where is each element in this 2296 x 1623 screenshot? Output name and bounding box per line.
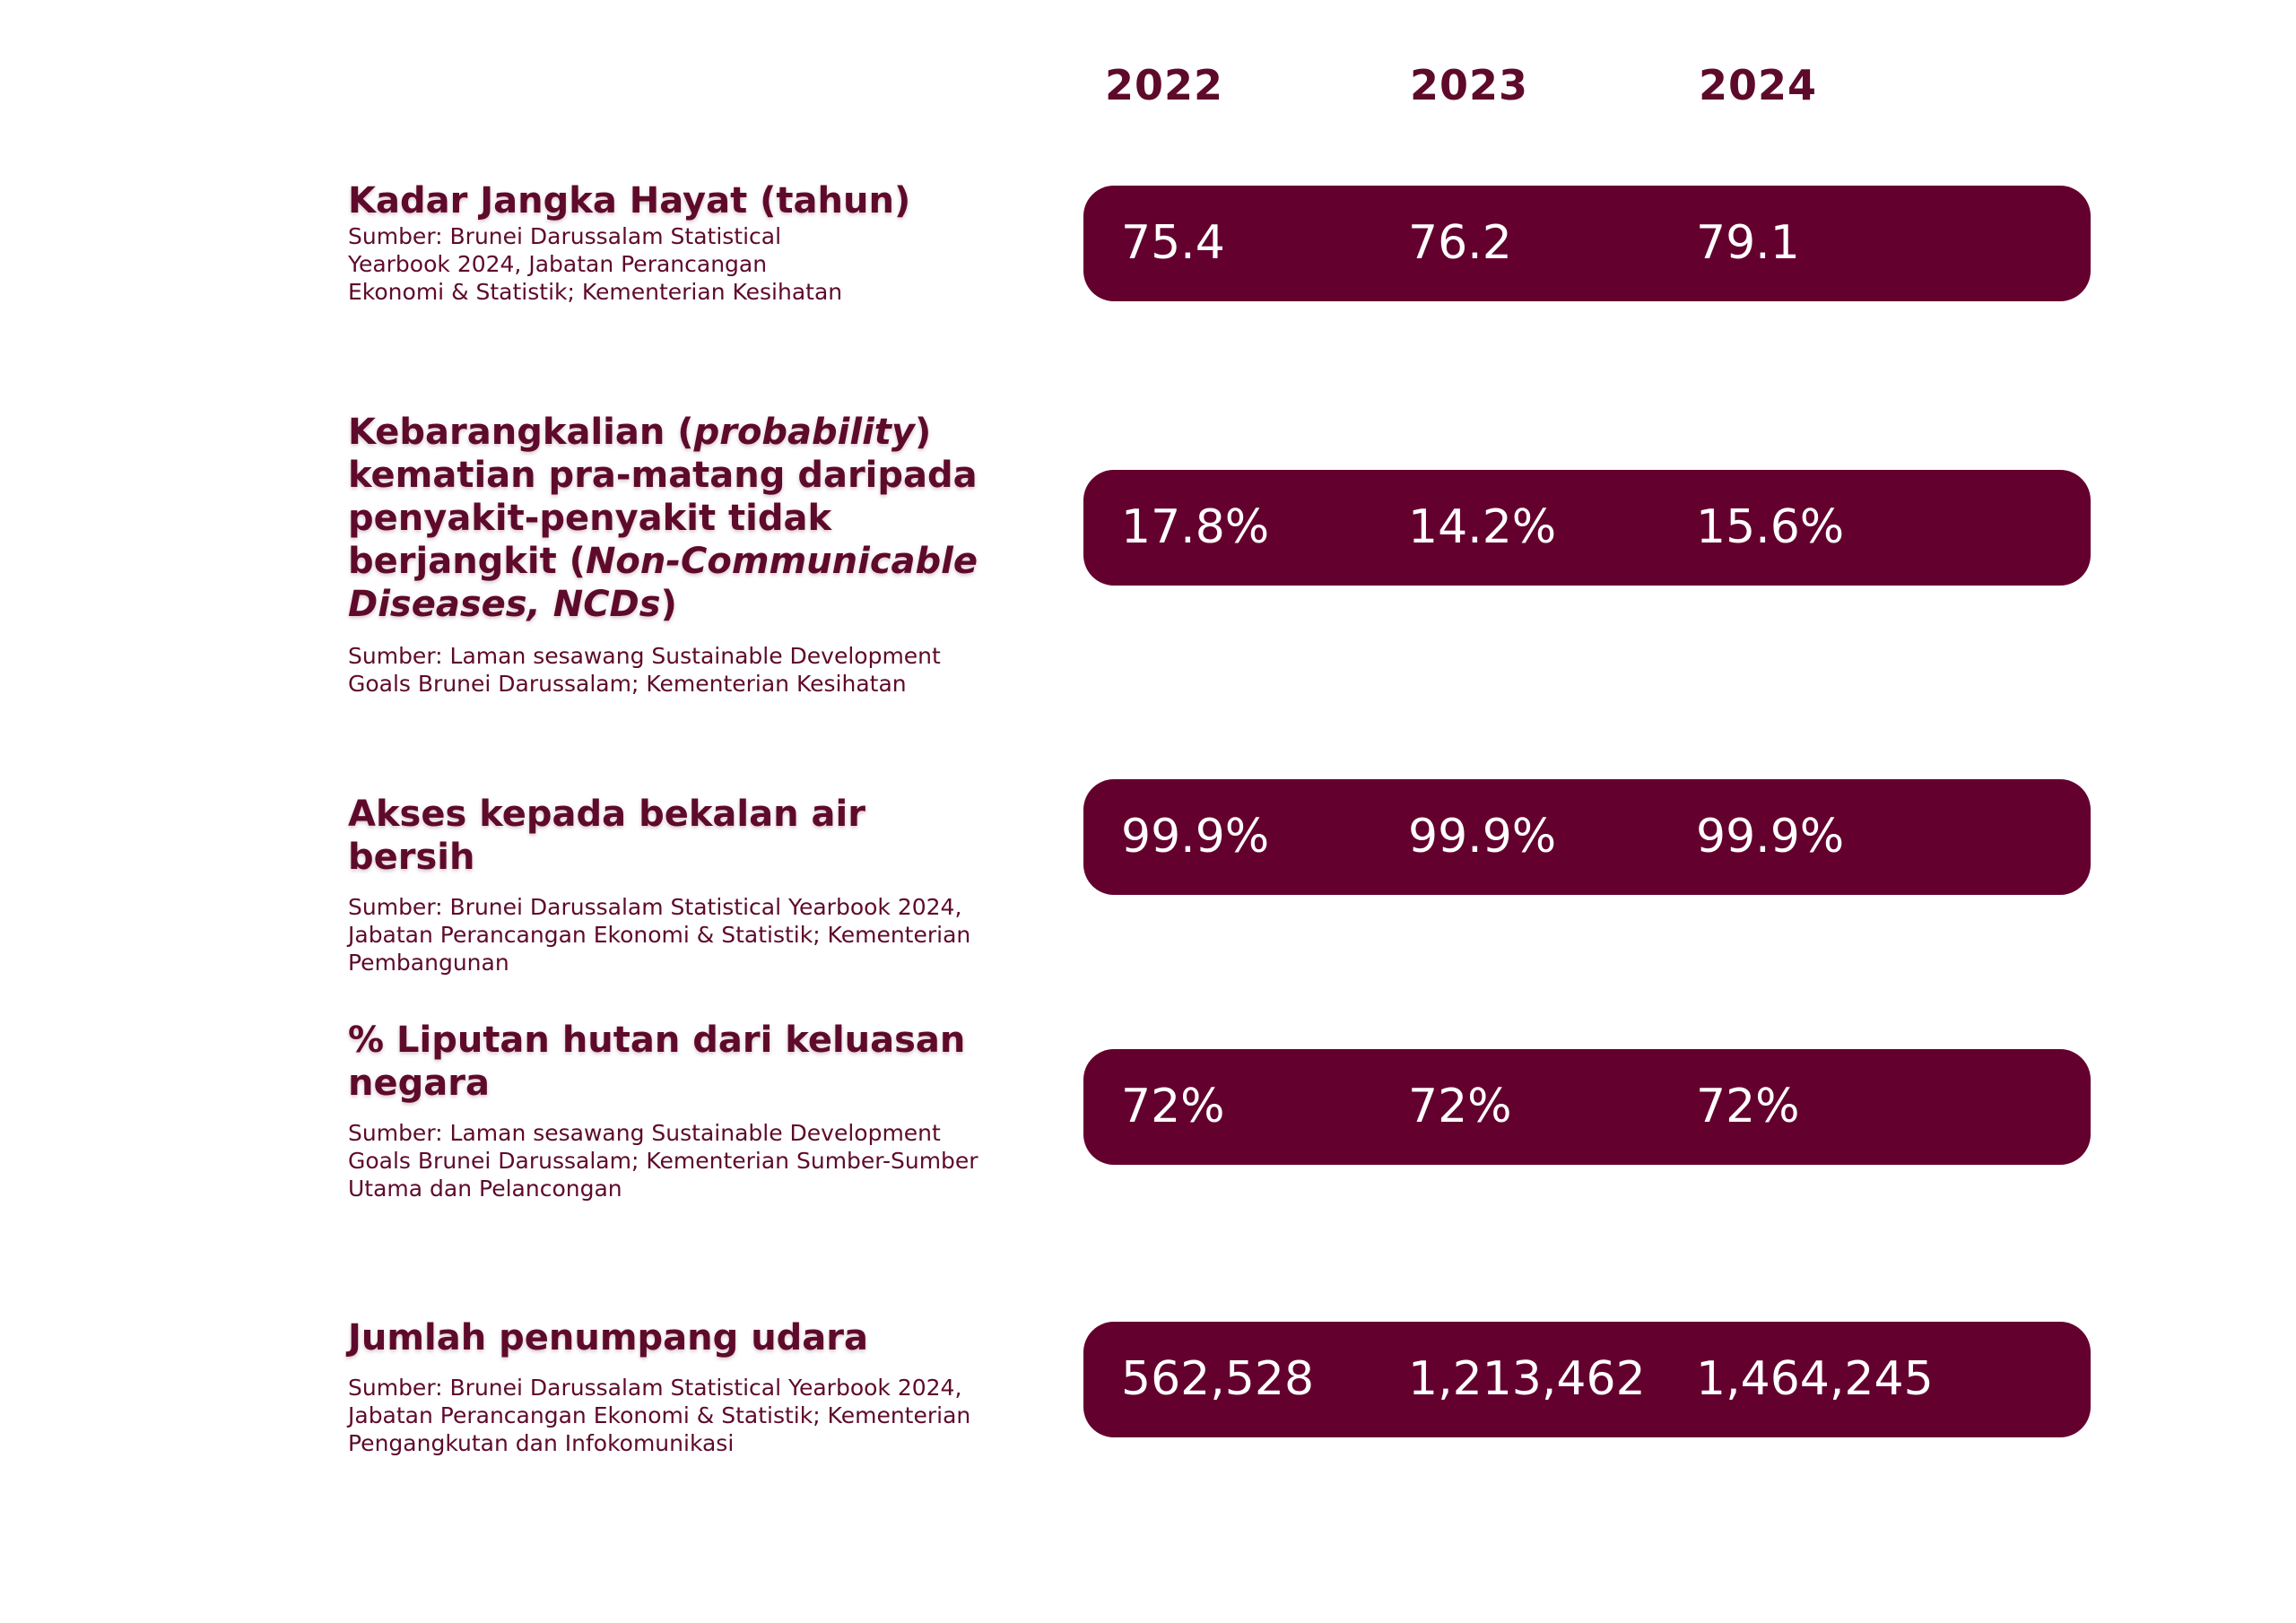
indicator-label: Kebarangkalian (probability) kematian pr…	[348, 411, 994, 698]
indicator-title: Akses kepada bekalan air bersih	[348, 794, 865, 878]
title-part: )	[660, 584, 677, 625]
value-bar: 75.4 76.2 79.1	[1083, 186, 2091, 301]
value-2024: 79.1	[1696, 216, 1800, 270]
title-part: ) kematian pra-matang daripada penyakit-…	[348, 412, 978, 582]
value-2022: 99.9%	[1121, 810, 1270, 864]
value-bar: 17.8% 14.2% 15.6%	[1083, 470, 2091, 586]
value-2024: 99.9%	[1696, 810, 1845, 864]
value-bar: 99.9% 99.9% 99.9%	[1083, 779, 2091, 895]
title-part-italic: probability	[693, 412, 916, 453]
value-2022: 562,528	[1121, 1352, 1315, 1406]
indicator-title: Jumlah penumpang udara	[348, 1317, 869, 1358]
indicator-source: Sumber: Brunei Darussalam Statistical Ye…	[348, 894, 971, 976]
value-2023: 72%	[1408, 1080, 1512, 1133]
indicator-source: Sumber: Laman sesawang Sustainable Devel…	[348, 643, 941, 697]
value-2023: 99.9%	[1408, 810, 1557, 864]
indicator-title: Kadar Jangka Hayat (tahun)	[348, 180, 911, 221]
title-part-italic: Non-Communicable Diseases, NCDs	[348, 541, 978, 625]
value-2022: 72%	[1121, 1080, 1225, 1133]
value-2024: 1,464,245	[1696, 1352, 1934, 1406]
indicator-label: Kadar Jangka Hayat (tahun) Sumber: Brune…	[348, 179, 994, 306]
value-bar: 72% 72% 72%	[1083, 1049, 2091, 1165]
value-2023: 76.2	[1408, 216, 1512, 270]
indicator-source: Sumber: Laman sesawang Sustainable Devel…	[348, 1120, 978, 1202]
indicator-label: Jumlah penumpang udara Sumber: Brunei Da…	[348, 1316, 994, 1457]
indicator-title: % Liputan hutan dari keluasan negara	[348, 1020, 966, 1104]
value-bar: 562,528 1,213,462 1,464,245	[1083, 1322, 2091, 1437]
indicator-title: Kebarangkalian (probability) kematian pr…	[348, 411, 994, 626]
value-2024: 72%	[1696, 1080, 1800, 1133]
value-2023: 14.2%	[1408, 500, 1557, 554]
year-header-2023: 2023	[1410, 61, 1529, 109]
indicator-label: % Liputan hutan dari keluasan negara Sum…	[348, 1019, 994, 1202]
value-2022: 75.4	[1121, 216, 1225, 270]
indicator-source: Sumber: Brunei Darussalam Statistical Ye…	[348, 1375, 971, 1456]
indicator-label: Akses kepada bekalan air bersih Sumber: …	[348, 793, 994, 976]
year-header-2022: 2022	[1105, 61, 1224, 109]
value-2022: 17.8%	[1121, 500, 1270, 554]
value-2024: 15.6%	[1696, 500, 1845, 554]
indicator-source: Sumber: Brunei Darussalam Statistical Ye…	[348, 223, 843, 305]
year-header-2024: 2024	[1699, 61, 1818, 109]
title-part: Kebarangkalian (	[348, 412, 694, 453]
value-2023: 1,213,462	[1408, 1352, 1646, 1406]
